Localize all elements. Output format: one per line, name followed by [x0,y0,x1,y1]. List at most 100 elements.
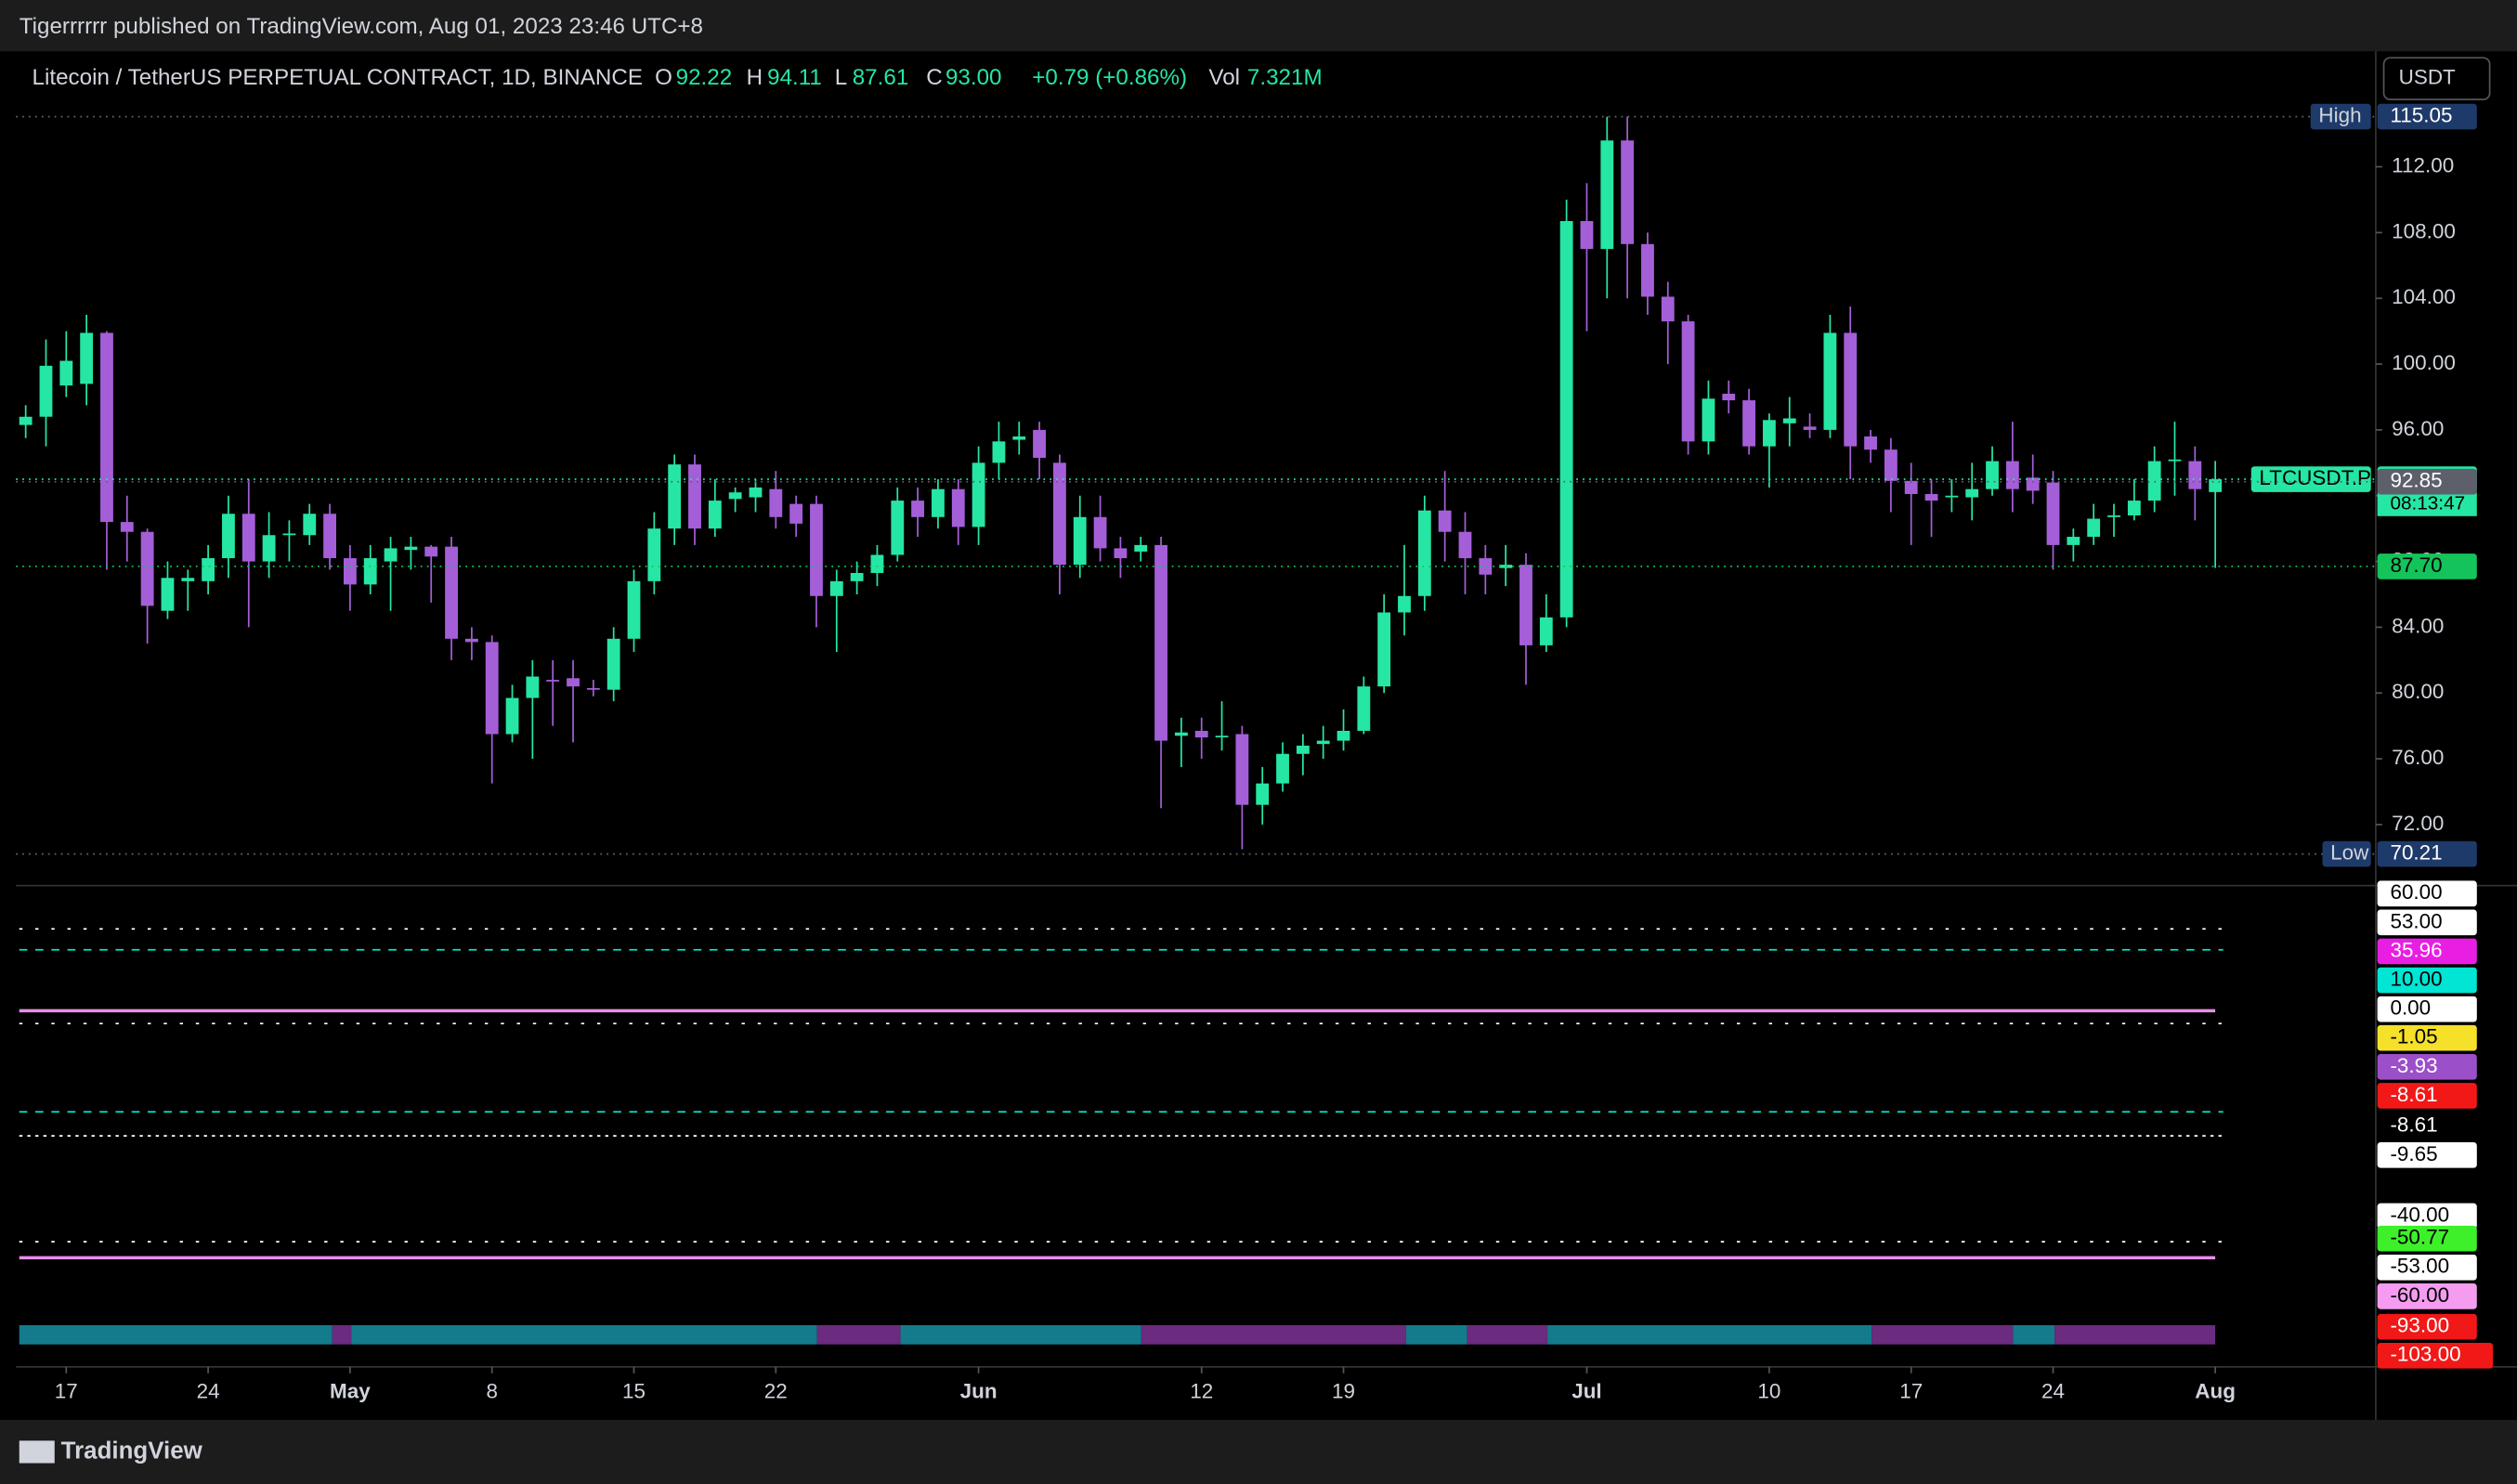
osc-label: -53.00 [2390,1255,2449,1278]
price-label-box [2377,553,2477,579]
candle-body [972,462,985,527]
candle-body [1053,462,1066,566]
candle-body [708,501,722,529]
legend-l-label: L [835,65,847,90]
candle-body [1702,398,1715,442]
candle-body [140,531,154,606]
candle-body [202,558,215,581]
state-strip [19,1324,333,1345]
price-name-box [2250,466,2371,492]
state-strip [2054,1324,2216,1345]
candle-body [1904,480,1918,494]
candle-body [505,697,519,735]
state-strip [1547,1324,1872,1345]
candle-body [120,522,134,532]
candle-body [1256,783,1270,805]
candle-body [1864,436,1877,450]
candle-body [769,488,783,517]
candle-body [1316,740,1330,745]
candle-body [1559,221,1573,618]
candle-body [627,580,641,639]
osc-label: -8.61 [2390,1083,2437,1106]
osc-label-box [2377,1083,2477,1109]
top-bar [0,0,2517,52]
candle-body [485,642,499,735]
state-strip [2013,1324,2055,1345]
osc-label-box [2377,1342,2494,1369]
x-tick-label: 17 [55,1379,78,1402]
countdown: 08:13:47 [2390,492,2465,514]
price-label: 92.85 [2390,469,2442,492]
candle-body [2067,537,2080,545]
legend-o: 92.22 [676,65,733,90]
price-label: 87.70 [2390,553,2442,577]
x-tick-label: 24 [2041,1379,2065,1402]
osc-label-box [2377,1113,2477,1139]
legend-row: Litecoin / TetherUS PERPETUAL CONTRACT, … [33,65,643,90]
candle-body [567,678,580,687]
legend-change: +0.79 (+0.86%) [1032,65,1187,90]
candle-body [1986,461,1999,489]
legend-c: 93.00 [946,65,1002,90]
candle-body [1641,243,1654,297]
candle-body [647,528,661,581]
candle-body [1742,400,1756,447]
candle-body [688,464,701,529]
candle-body [606,638,620,690]
candle-body [404,546,418,551]
candle-body [1924,493,1938,501]
candle-body [59,360,73,386]
candle-body [445,546,458,639]
candle-body [161,578,175,611]
candle-body [2188,461,2202,489]
osc-label-box [2377,938,2477,965]
state-strip [1141,1324,1407,1345]
osc-label: -50.77 [2390,1226,2449,1249]
osc-label-box [2377,1142,2477,1168]
candle-body [586,687,600,690]
candle-body [1884,449,1898,481]
osc-label: 0.00 [2390,996,2431,1020]
candle-body [1479,558,1493,575]
osc-label-box [2377,909,2477,936]
candle-body [749,487,763,498]
candle-body [526,676,540,698]
x-tick-label: 22 [764,1379,788,1402]
price-name-box [2322,840,2371,867]
candle-body [1823,332,1837,430]
candle-body [323,514,336,559]
candle-body [2046,482,2060,545]
candle-body [1519,565,1532,645]
osc-label-box [2377,880,2477,907]
osc-label-box [2377,996,2477,1022]
candle-body [1337,730,1350,741]
osc-label-box [2377,1203,2477,1230]
osc-label: -40.00 [2390,1203,2449,1226]
candle-body [1945,495,1959,498]
candle-body [1763,420,1776,447]
candle-body [1803,426,1817,430]
symbol-title: Litecoin / TetherUS PERPETUAL CONTRACT, … [33,65,643,90]
state-strip [351,1324,817,1345]
osc-label: -3.93 [2390,1054,2437,1077]
x-tick-label: 24 [197,1379,220,1402]
logo-icon [19,1440,55,1464]
candle-body [181,578,195,581]
legend-l: 87.61 [853,65,909,90]
currency-button[interactable] [2382,57,2491,100]
candle-body [728,492,742,500]
y-tick-label: 100.00 [2392,351,2456,374]
price-name: LTCUSDT.P [2259,466,2371,489]
osc-label: 10.00 [2390,967,2442,990]
candle-body [384,548,398,562]
state-strip [900,1324,1141,1345]
x-tick-label: 19 [1332,1379,1355,1402]
price-name: Low [2330,841,2369,865]
price-name: High [2318,104,2361,127]
candle-body [1093,516,1107,549]
osc-label: 35.96 [2390,938,2442,961]
price-label: 70.21 [2390,841,2442,865]
candle-body [1377,612,1391,687]
candle-body [1539,617,1553,645]
candle-body [1235,734,1249,805]
